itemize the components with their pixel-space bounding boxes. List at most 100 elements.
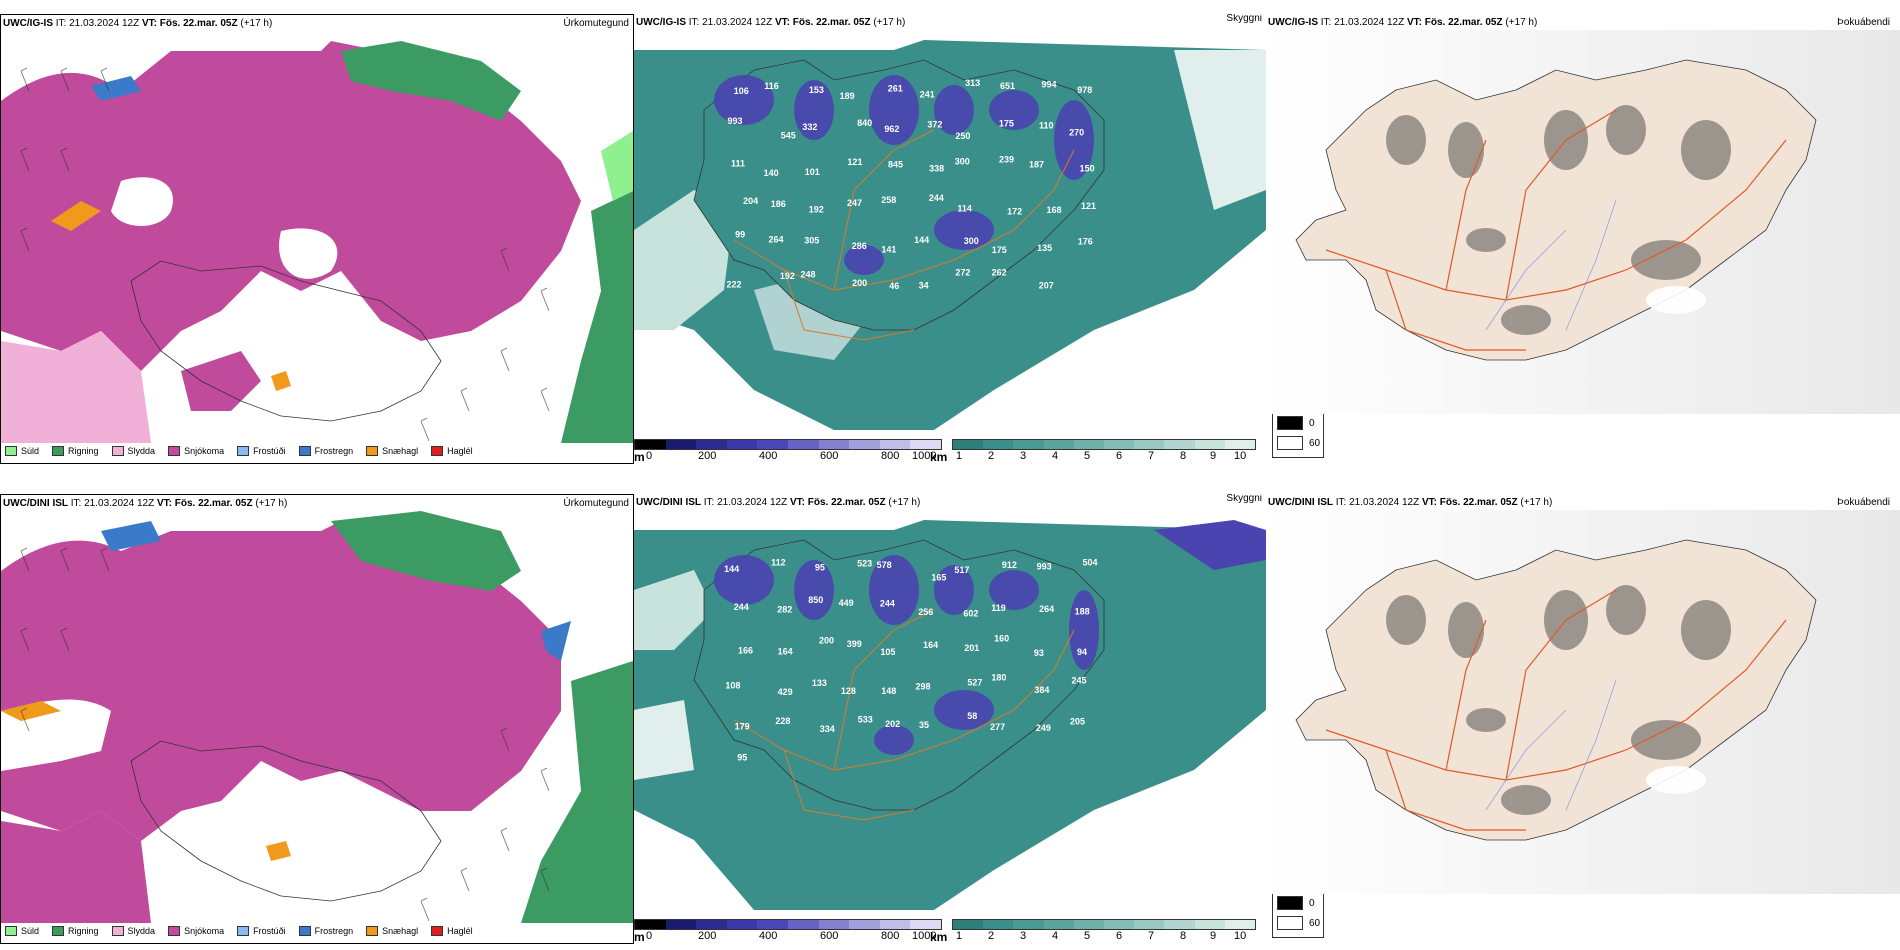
model-name: UWC/IG-IS bbox=[3, 18, 53, 29]
ceiling-colorbar: m 0 200 400 600 800 1000 bbox=[634, 919, 944, 944]
ceiling-value-label: 332 bbox=[802, 122, 817, 132]
vt-value: Fös. 22.mar. 05Z bbox=[1424, 17, 1503, 28]
legend-label: Rigning bbox=[68, 446, 99, 456]
visibility-tick: 10 bbox=[1234, 450, 1247, 462]
ceiling-value-label: 305 bbox=[804, 235, 819, 245]
it-label: IT: bbox=[1320, 17, 1332, 28]
ceiling-value-label: 256 bbox=[918, 607, 933, 617]
lead-time: (+17 h) bbox=[1520, 497, 1553, 508]
visibility-tick: 1 bbox=[956, 930, 963, 942]
legend-label: Súld bbox=[21, 926, 40, 936]
ceiling-value-label: 261 bbox=[888, 84, 903, 94]
ceiling-value-label: 244 bbox=[880, 598, 895, 608]
ceiling-value-label: 338 bbox=[929, 163, 944, 173]
ceiling-value-label: 164 bbox=[923, 640, 938, 650]
colorbar-segment bbox=[1164, 920, 1195, 929]
ceiling-value-label: 101 bbox=[805, 167, 820, 177]
colorbar-segment bbox=[849, 440, 880, 449]
ceiling-value-label: 128 bbox=[841, 686, 856, 696]
it-value: 21.03.2024 12Z bbox=[69, 18, 140, 29]
it-value: 21.03.2024 12Z bbox=[1334, 17, 1405, 28]
ceiling-value-label: 34 bbox=[919, 280, 929, 290]
it-value: 21.03.2024 12Z bbox=[1349, 497, 1420, 508]
panel-title: Skyggni bbox=[1226, 494, 1262, 504]
fog-label: 60 bbox=[1309, 917, 1321, 929]
colorbar-segment bbox=[953, 920, 984, 929]
vt-value: Fös. 22.mar. 05Z bbox=[1439, 497, 1518, 508]
ceiling-tick: 1000 bbox=[912, 930, 937, 942]
ceiling-value-label: 399 bbox=[847, 639, 862, 649]
colorbar-segment bbox=[983, 440, 1014, 449]
ceiling-value-label: 277 bbox=[990, 722, 1005, 732]
ceiling-value-label: 282 bbox=[777, 604, 792, 614]
visibility-colorbar-strip bbox=[952, 919, 1256, 930]
visibility-tick: 2 bbox=[988, 930, 995, 942]
ceiling-value-label: 840 bbox=[857, 118, 872, 128]
vt-value: Fös. 22.mar. 05Z bbox=[792, 17, 871, 28]
ceiling-value-label: 270 bbox=[1069, 127, 1084, 137]
legend-swatch bbox=[366, 446, 379, 456]
fog-label: 0 bbox=[1309, 417, 1315, 429]
visibility-tick: 4 bbox=[1052, 930, 1059, 942]
ceiling-colorbar-strip bbox=[634, 919, 942, 930]
legend-item-hail: Haglél bbox=[431, 446, 473, 456]
ceiling-unit: m bbox=[634, 450, 645, 464]
colorbar-segment bbox=[726, 920, 758, 929]
visibility-colorbar: km 1 2 3 4 5 6 7 8 9 10 bbox=[930, 439, 1258, 464]
fog-swatch bbox=[1277, 436, 1303, 450]
ceiling-value-label: 93 bbox=[1034, 648, 1044, 658]
ceiling-value-label: 313 bbox=[965, 78, 980, 88]
precip-map bbox=[1, 31, 633, 443]
visibility-tick: 2 bbox=[988, 450, 995, 462]
colorbar-segment bbox=[1224, 920, 1256, 929]
legend-label: Haglél bbox=[447, 446, 473, 456]
visibility-tick: 9 bbox=[1210, 450, 1217, 462]
legend-label: Snjókoma bbox=[184, 446, 225, 456]
visibility-tick: 1 bbox=[956, 450, 963, 462]
ceiling-value-label: 429 bbox=[778, 687, 793, 697]
visibility-tick: 5 bbox=[1084, 930, 1091, 942]
legend-swatch bbox=[366, 926, 379, 936]
ceiling-colorbar-strip bbox=[634, 439, 942, 450]
fog-legend-top: 0 60 bbox=[1272, 412, 1324, 458]
colorbar-segment bbox=[1043, 440, 1074, 449]
ceiling-value-label: 114 bbox=[957, 203, 972, 213]
legend-item-rain: Rigning bbox=[52, 446, 99, 456]
legend-swatch bbox=[52, 446, 65, 456]
visibility-unit: km bbox=[930, 450, 948, 464]
legend-swatch bbox=[298, 446, 311, 456]
ceiling-value-label: 249 bbox=[1036, 723, 1051, 733]
ceiling-value-label: 200 bbox=[819, 635, 834, 645]
fog-legend-row: 60 bbox=[1273, 433, 1323, 453]
visibility-tick: 9 bbox=[1210, 930, 1217, 942]
ceiling-value-label: 175 bbox=[999, 119, 1014, 129]
colorbar-segment bbox=[1104, 920, 1135, 929]
vt-label: VT: bbox=[774, 17, 790, 28]
colorbar-segment bbox=[696, 440, 727, 449]
ceiling-value-label: 384 bbox=[1034, 685, 1049, 695]
fog-legend-row: 60 bbox=[1273, 913, 1323, 933]
ceiling-value-label: 993 bbox=[728, 116, 743, 126]
ceiling-value-label: 168 bbox=[1047, 205, 1062, 215]
it-label: IT: bbox=[688, 17, 700, 28]
ceiling-tick: 0 bbox=[646, 930, 653, 942]
panel-title: Úrkomutegund bbox=[563, 18, 629, 29]
colorbar-segment bbox=[879, 920, 911, 929]
legend-item-drizzle: Súld bbox=[5, 926, 39, 936]
ceiling-value-label: 578 bbox=[877, 560, 892, 570]
ceiling-value-label: 241 bbox=[920, 90, 935, 100]
colorbar-segment bbox=[635, 920, 666, 929]
model-name: UWC/DINI ISL bbox=[3, 498, 68, 509]
ceiling-value-label: 110 bbox=[1039, 120, 1054, 130]
ceiling-value-label: 175 bbox=[992, 245, 1007, 255]
ceiling-value-label: 205 bbox=[1070, 716, 1085, 726]
colorbar-segment bbox=[910, 920, 941, 929]
colorbar-segment bbox=[983, 920, 1014, 929]
visibility-tick: 7 bbox=[1148, 450, 1155, 462]
ceiling-tick: 1000 bbox=[912, 450, 937, 462]
ceiling-value-label: 172 bbox=[1007, 206, 1022, 216]
visibility-tick: 6 bbox=[1116, 450, 1123, 462]
ceiling-value-label: 286 bbox=[852, 241, 867, 251]
visibility-tick: 3 bbox=[1020, 930, 1027, 942]
legend-item-drizzle: Súld bbox=[5, 446, 39, 456]
